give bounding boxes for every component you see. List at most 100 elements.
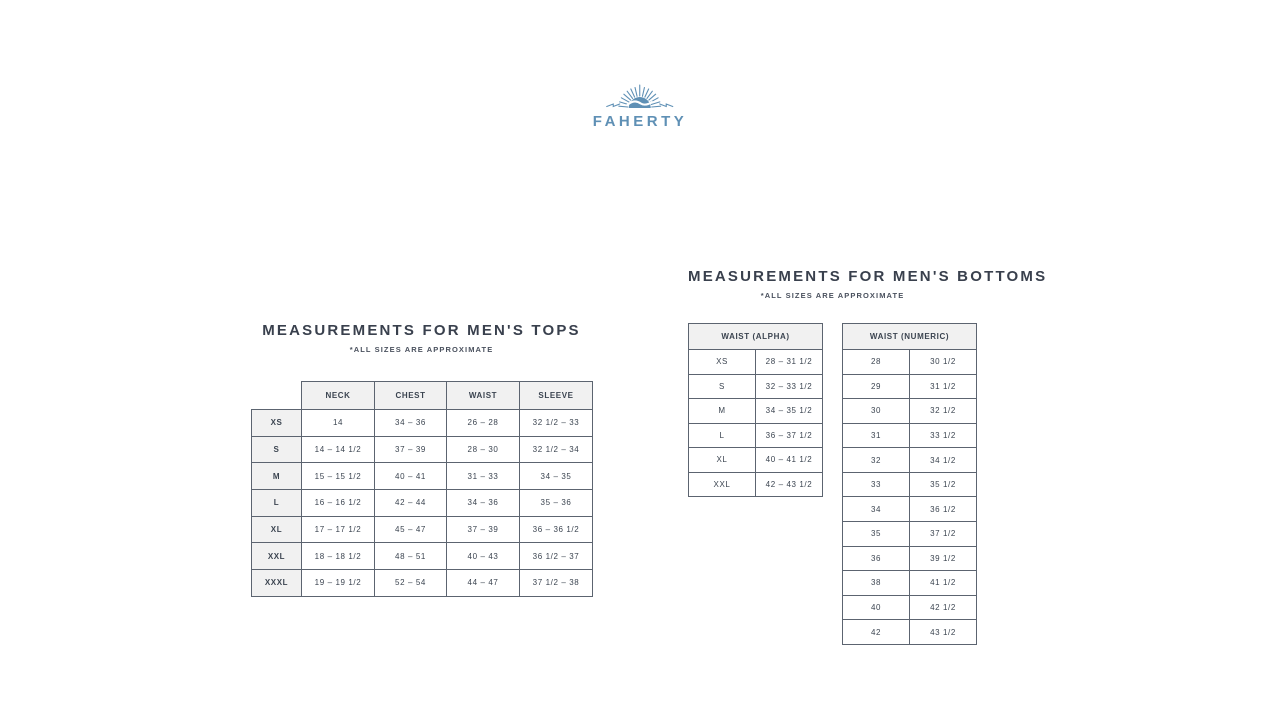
chest-value: 48 – 51 (374, 542, 447, 571)
waist-value: 37 – 39 (446, 515, 520, 544)
waist-value: 26 – 28 (446, 409, 520, 437)
tops-subtitle: *ALL SIZES ARE APPROXIMATE (349, 345, 494, 354)
waist-value: 32 1/2 (909, 398, 977, 424)
waist-value: 39 1/2 (909, 545, 977, 572)
waist-value: 40 – 43 (446, 542, 520, 571)
table-row: 42 43 1/2 (842, 619, 977, 645)
alpha-header-row: WAIST (ALPHA) (688, 323, 823, 350)
chest-value: 40 – 41 (374, 462, 447, 491)
sleeve-value: 36 1/2 – 37 (519, 542, 593, 571)
size-label: M (688, 398, 756, 424)
size-label: 36 (842, 545, 910, 572)
neck-value: 18 – 18 1/2 (301, 542, 375, 571)
tops-header-row: NECK CHEST WAIST SLEEVE (252, 381, 593, 410)
column-header-sleeve: SLEEVE (519, 381, 593, 410)
chest-value: 42 – 44 (374, 489, 447, 517)
size-label: L (688, 422, 756, 448)
table-row: 38 41 1/2 (842, 570, 977, 596)
size-label: XXL (251, 542, 302, 571)
size-label: XS (688, 349, 756, 375)
bottoms-tables: WAIST (ALPHA) XS 28 – 31 1/2 S 32 – 33 1… (688, 323, 977, 645)
size-label: S (688, 373, 756, 399)
table-row: M 34 – 35 1/2 (688, 398, 823, 424)
sleeve-value: 32 1/2 – 33 (519, 409, 593, 437)
table-row: S 14 – 14 1/2 37 – 39 28 – 30 32 1/2 – 3… (251, 435, 593, 464)
waist-value: 31 – 33 (446, 462, 520, 491)
column-header-neck: NECK (301, 381, 375, 410)
waist-value: 28 – 30 (446, 435, 520, 464)
table-row: 29 31 1/2 (842, 373, 977, 400)
size-label: 38 (842, 570, 910, 596)
waist-value: 36 1/2 (909, 496, 977, 523)
numeric-header-row: WAIST (NUMERIC) (842, 323, 977, 350)
sunrise-over-waves-icon (606, 84, 674, 108)
waist-range: 28 – 31 1/2 (755, 349, 823, 375)
tops-title: MEASUREMENTS FOR MEN'S TOPS (262, 322, 581, 339)
neck-value: 14 (301, 409, 375, 437)
waist-range: 36 – 37 1/2 (755, 422, 823, 448)
size-label: 31 (842, 422, 910, 449)
sleeve-value: 35 – 36 (519, 489, 593, 517)
corner-cell (252, 382, 302, 410)
waist-value: 44 – 47 (446, 569, 520, 597)
table-row: XL 40 – 41 1/2 (688, 447, 823, 473)
size-label: 35 (842, 521, 910, 547)
table-row: 34 36 1/2 (842, 496, 977, 523)
waist-value: 30 1/2 (909, 349, 977, 375)
brand-name: FAHERTY (592, 113, 688, 130)
table-row: 33 35 1/2 (842, 471, 977, 498)
table-row: XL 17 – 17 1/2 45 – 47 37 – 39 36 – 36 1… (251, 515, 593, 544)
waist-value: 37 1/2 (909, 521, 977, 547)
waist-value: 34 1/2 (909, 447, 977, 473)
waist-value: 42 1/2 (909, 594, 977, 621)
table-row: 30 32 1/2 (842, 398, 977, 424)
waist-value: 33 1/2 (909, 422, 977, 449)
size-label: XXL (688, 471, 756, 497)
size-label: 30 (842, 398, 910, 424)
size-label: S (251, 435, 302, 464)
tops-size-table: NECK CHEST WAIST SLEEVE XS 14 34 – 36 26… (251, 381, 593, 597)
column-header-waist: WAIST (446, 381, 520, 410)
waist-alpha-table: WAIST (ALPHA) XS 28 – 31 1/2 S 32 – 33 1… (688, 323, 823, 497)
table-row: XXL 18 – 18 1/2 48 – 51 40 – 43 36 1/2 –… (251, 542, 593, 571)
waist-value: 35 1/2 (909, 471, 977, 498)
waist-range: 32 – 33 1/2 (755, 373, 823, 399)
sleeve-value: 37 1/2 – 38 (519, 569, 593, 597)
alpha-table-header: WAIST (ALPHA) (688, 323, 823, 350)
numeric-table-header: WAIST (NUMERIC) (842, 323, 977, 350)
neck-value: 14 – 14 1/2 (301, 435, 375, 464)
size-label: XXXL (251, 569, 302, 597)
bottoms-subtitle: *ALL SIZES ARE APPROXIMATE (760, 291, 905, 300)
chest-value: 37 – 39 (374, 435, 447, 464)
size-label: 42 (842, 619, 910, 645)
neck-value: 19 – 19 1/2 (301, 569, 375, 597)
table-row: 32 34 1/2 (842, 447, 977, 473)
tops-section: MEASUREMENTS FOR MEN'S TOPS *ALL SIZES A… (251, 322, 593, 597)
chest-value: 45 – 47 (374, 515, 447, 544)
table-row: L 36 – 37 1/2 (688, 422, 823, 448)
size-label: 29 (842, 373, 910, 400)
chest-value: 52 – 54 (374, 569, 447, 597)
table-row: L 16 – 16 1/2 42 – 44 34 – 36 35 – 36 (251, 489, 593, 517)
size-label: 32 (842, 447, 910, 473)
waist-range: 42 – 43 1/2 (755, 471, 823, 497)
waist-value: 31 1/2 (909, 373, 977, 400)
neck-value: 17 – 17 1/2 (301, 515, 375, 544)
neck-value: 16 – 16 1/2 (301, 489, 375, 517)
size-label: 28 (842, 349, 910, 375)
size-label: XL (688, 447, 756, 473)
size-label: L (251, 489, 302, 517)
size-label: XS (251, 409, 302, 437)
table-row: XS 28 – 31 1/2 (688, 349, 823, 375)
table-row: XS 14 34 – 36 26 – 28 32 1/2 – 33 (251, 409, 593, 437)
waist-range: 40 – 41 1/2 (755, 447, 823, 473)
neck-value: 15 – 15 1/2 (301, 462, 375, 491)
table-row: XXL 42 – 43 1/2 (688, 471, 823, 497)
chest-value: 34 – 36 (374, 409, 447, 437)
waist-value: 41 1/2 (909, 570, 977, 596)
brand-logo[interactable]: FAHERTY (593, 72, 688, 130)
sleeve-value: 36 – 36 1/2 (519, 515, 593, 544)
table-row: 31 33 1/2 (842, 422, 977, 449)
bottoms-title: MEASUREMENTS FOR MEN'S BOTTOMS (688, 268, 1048, 285)
